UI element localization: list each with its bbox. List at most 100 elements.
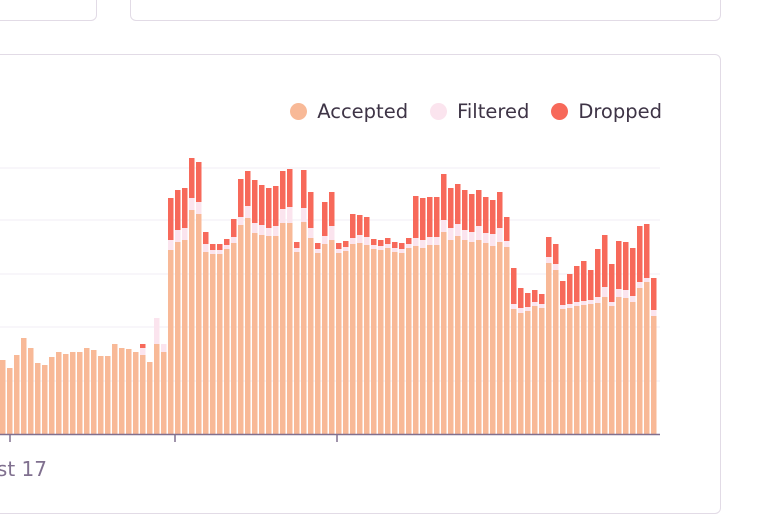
bar-accepted	[238, 225, 244, 434]
bar-filtered	[434, 237, 440, 245]
bar-accepted	[413, 246, 419, 434]
bar-filtered	[378, 246, 384, 250]
legend-label-dropped: Dropped	[578, 100, 662, 123]
legend-item-accepted[interactable]: Accepted	[290, 100, 408, 123]
bar-accepted	[196, 214, 202, 434]
bar-dropped	[539, 294, 545, 304]
bar-filtered	[238, 217, 244, 225]
bar-accepted	[308, 238, 314, 434]
bar-filtered	[196, 202, 202, 214]
bar-dropped	[462, 190, 468, 230]
bar-filtered	[350, 238, 356, 244]
bar-accepted	[35, 363, 41, 434]
bar-dropped	[490, 200, 496, 234]
bar-filtered	[602, 287, 608, 297]
bar-dropped	[623, 242, 629, 290]
bar-accepted	[231, 243, 237, 434]
bar-filtered	[595, 297, 601, 303]
bar-dropped	[588, 270, 594, 300]
bar-accepted	[84, 348, 90, 434]
bar-dropped	[518, 288, 524, 308]
bar-dropped	[595, 249, 601, 297]
bar-filtered	[357, 235, 363, 243]
legend-item-filtered[interactable]: Filtered	[430, 100, 529, 123]
bar-filtered	[504, 241, 510, 247]
bar-accepted	[462, 240, 468, 434]
bar-filtered	[476, 226, 482, 240]
x-tick-label: st 17	[0, 457, 47, 481]
stacked-bar-chart: st 17	[0, 158, 660, 481]
summary-card	[130, 0, 721, 21]
bar-dropped	[427, 197, 433, 237]
bar-accepted	[161, 352, 167, 434]
bar-dropped	[357, 215, 363, 235]
bar-dropped	[280, 171, 286, 209]
bar-accepted	[175, 242, 181, 434]
bar-filtered	[623, 290, 629, 298]
bar-dropped	[378, 240, 384, 246]
bar-accepted	[0, 360, 6, 434]
bar-accepted	[525, 311, 531, 434]
bar-dropped	[189, 158, 195, 198]
legend-swatch-accepted	[290, 103, 308, 120]
bar-dropped	[399, 243, 405, 249]
bar-dropped	[441, 174, 447, 220]
bar-accepted	[357, 243, 363, 434]
bar-accepted	[539, 308, 545, 434]
bar-dropped	[553, 244, 559, 264]
bar-accepted	[133, 352, 139, 434]
bar-accepted	[350, 244, 356, 434]
bar-accepted	[651, 316, 657, 434]
bar-filtered	[567, 304, 573, 308]
bar-dropped	[637, 226, 643, 282]
bar-accepted	[287, 223, 293, 434]
bar-accepted	[259, 235, 265, 434]
bar-dropped	[266, 188, 272, 228]
bar-dropped	[350, 214, 356, 238]
bar-accepted	[322, 244, 328, 434]
bar-accepted	[273, 236, 279, 434]
bar-filtered	[588, 300, 594, 304]
bar-dropped	[413, 196, 419, 238]
bar-filtered	[168, 240, 174, 250]
bar-filtered	[301, 208, 307, 222]
bar-accepted	[511, 309, 517, 434]
bar-filtered	[560, 305, 566, 309]
bar-filtered	[511, 304, 517, 309]
bar-accepted	[56, 352, 62, 434]
bar-accepted	[217, 254, 223, 434]
legend-item-dropped[interactable]: Dropped	[551, 100, 662, 123]
bar-filtered	[539, 304, 545, 308]
bar-filtered	[343, 247, 349, 251]
bar-accepted	[336, 253, 342, 434]
bar-filtered	[224, 245, 230, 249]
bar-accepted	[602, 297, 608, 434]
bar-filtered	[644, 278, 650, 282]
bar-dropped	[315, 243, 321, 249]
legend-label-accepted: Accepted	[317, 100, 409, 123]
bar-filtered	[336, 249, 342, 253]
bar-dropped	[210, 244, 216, 250]
bar-accepted	[420, 248, 426, 434]
bar-accepted	[182, 240, 188, 434]
bar-accepted	[553, 270, 559, 434]
bar-dropped	[371, 239, 377, 245]
bar-dropped	[455, 184, 461, 224]
bar-accepted	[49, 357, 55, 434]
bar-dropped	[546, 237, 552, 257]
bar-accepted	[623, 298, 629, 434]
bar-filtered	[574, 302, 580, 306]
bar-accepted	[546, 263, 552, 434]
bar-filtered	[553, 264, 559, 270]
summary-card	[0, 0, 97, 21]
bar-accepted	[378, 250, 384, 434]
bar-dropped	[616, 241, 622, 289]
bar-accepted	[560, 309, 566, 434]
bar-accepted	[504, 247, 510, 434]
bar-filtered	[532, 302, 538, 306]
bar-dropped	[511, 268, 517, 304]
bar-dropped	[217, 244, 223, 250]
bar-accepted	[70, 352, 76, 434]
bar-filtered	[406, 244, 412, 248]
bar-filtered	[322, 236, 328, 244]
